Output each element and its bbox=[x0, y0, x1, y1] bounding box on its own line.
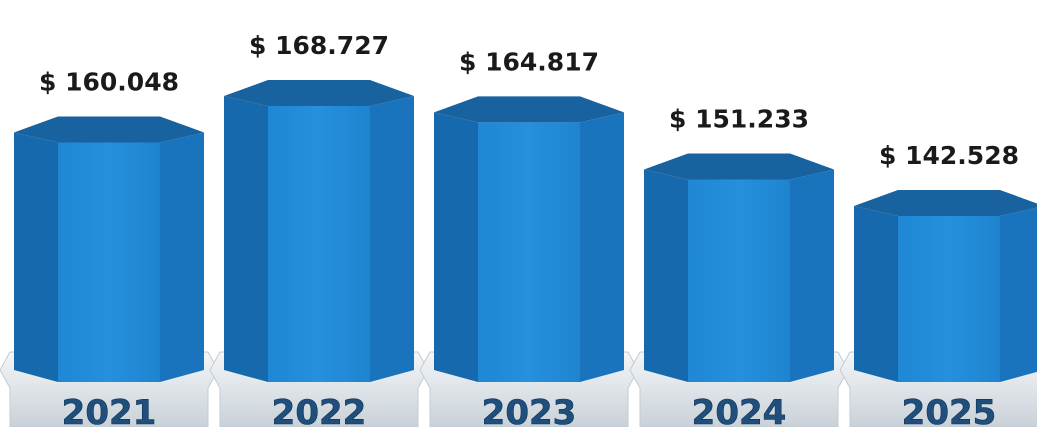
bar-top bbox=[854, 190, 1037, 216]
bar-side-right bbox=[160, 132, 204, 382]
bar-front bbox=[898, 216, 1000, 382]
bar-front bbox=[268, 106, 370, 382]
bar-side-right bbox=[370, 96, 414, 382]
x-tick-label: 2024 bbox=[692, 393, 787, 427]
x-tick-label: 2022 bbox=[272, 393, 367, 427]
bar-group-2021: $ 160.048 2021 bbox=[0, 67, 219, 427]
bar-front bbox=[58, 142, 160, 382]
bar-group-2022: $ 168.727 2022 bbox=[209, 31, 429, 427]
bar-side-right bbox=[580, 112, 624, 382]
bar-side-right bbox=[790, 169, 834, 382]
bar-top bbox=[14, 116, 204, 143]
data-label: $ 160.048 bbox=[39, 67, 179, 96]
x-tick-label: 2021 bbox=[62, 393, 157, 427]
bar-top bbox=[644, 153, 834, 180]
bar-top bbox=[224, 80, 414, 106]
bar-side-right bbox=[1000, 207, 1037, 382]
bar-front bbox=[478, 122, 580, 382]
bar-side-left bbox=[14, 132, 58, 382]
data-label: $ 168.727 bbox=[249, 31, 389, 60]
bar-group-2023: $ 164.817 2023 bbox=[419, 47, 639, 427]
x-tick-label: 2023 bbox=[482, 393, 577, 427]
bar-top bbox=[434, 96, 624, 123]
bar-front bbox=[688, 179, 790, 382]
data-label: $ 151.233 bbox=[669, 104, 809, 133]
bar-side-left bbox=[854, 206, 898, 382]
bar-group-2024: $ 151.233 2024 bbox=[629, 104, 849, 427]
data-label: $ 142.528 bbox=[879, 141, 1019, 170]
bar-side-left bbox=[434, 112, 478, 382]
data-label: $ 164.817 bbox=[459, 47, 599, 76]
bar-group-2025: $ 142.528 2025 bbox=[839, 141, 1037, 427]
bar-side-left bbox=[644, 169, 688, 382]
bar-side-left bbox=[224, 96, 268, 382]
x-tick-label: 2025 bbox=[902, 393, 997, 427]
